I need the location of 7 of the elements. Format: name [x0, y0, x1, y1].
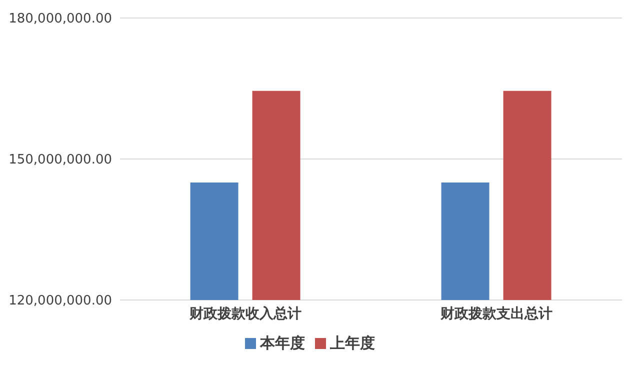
y-tick-label: 180,000,000.00 [8, 12, 112, 27]
x-tick-label: 财政拨款收入总计 [188, 306, 302, 322]
x-tick-label: 财政拨款支出总计 [440, 306, 552, 322]
legend-label: 本年度 [260, 334, 305, 352]
y-tick-label: 150,000,000.00 [8, 152, 112, 168]
legend-label: 上年度 [330, 334, 375, 352]
y-tick-label: 120,000,000.00 [8, 294, 112, 309]
